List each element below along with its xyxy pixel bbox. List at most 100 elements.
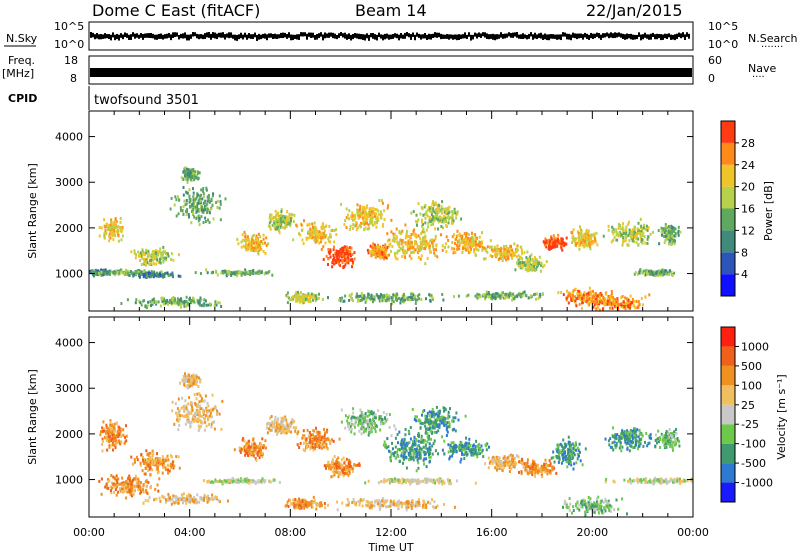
- data-cell: [108, 438, 111, 442]
- data-cell: [595, 307, 598, 311]
- data-cell: [89, 269, 92, 273]
- data-cell: [627, 222, 630, 226]
- data-cell: [249, 271, 252, 275]
- data-cell: [372, 242, 375, 246]
- nsky-sample: [102, 34, 104, 39]
- nsky-sample: [532, 34, 534, 40]
- data-cell: [148, 457, 151, 461]
- data-cell: [134, 460, 136, 464]
- data-cell: [317, 296, 320, 300]
- data-cell: [189, 497, 192, 501]
- data-cell: [636, 227, 639, 231]
- data-cell: [198, 400, 201, 404]
- data-cell: [109, 423, 112, 427]
- data-cell: [427, 206, 430, 210]
- data-cell: [378, 295, 381, 299]
- data-cell: [391, 302, 393, 306]
- nsky-sample: [462, 34, 464, 39]
- data-cell: [322, 245, 325, 249]
- data-cell: [578, 235, 580, 239]
- data-cell: [177, 455, 180, 459]
- data-cell: [587, 298, 590, 301]
- data-cell: [388, 238, 391, 242]
- data-cell: [122, 490, 125, 494]
- data-cell: [158, 496, 161, 500]
- data-cell: [341, 261, 344, 265]
- nsky-sample: [310, 32, 312, 38]
- data-cell: [664, 223, 667, 227]
- data-cell: [148, 262, 151, 266]
- data-cell: [265, 236, 268, 240]
- data-cell: [208, 423, 210, 426]
- data-cell: [619, 232, 622, 236]
- nsky-sample: [430, 34, 432, 40]
- data-cell: [339, 258, 342, 262]
- data-cell: [381, 247, 384, 251]
- data-cell: [645, 228, 648, 231]
- data-cell: [282, 220, 285, 224]
- nsky-sample: [476, 33, 478, 39]
- data-cell: [644, 269, 647, 273]
- data-cell: [593, 234, 596, 238]
- data-cell: [242, 271, 245, 275]
- nsky-sample: [376, 34, 378, 41]
- data-cell: [296, 290, 299, 294]
- colorbar-segment: [721, 274, 735, 296]
- nsky-sample: [528, 33, 530, 39]
- data-cell: [658, 273, 661, 277]
- data-cell: [465, 234, 468, 238]
- data-cell: [111, 230, 114, 234]
- data-cell: [98, 226, 101, 229]
- data-cell: [135, 253, 138, 257]
- data-cell: [159, 462, 162, 466]
- data-cell: [428, 216, 431, 220]
- data-cell: [575, 297, 578, 301]
- data-cell: [417, 202, 420, 206]
- data-cell: [114, 269, 117, 273]
- data-cell: [576, 230, 579, 234]
- data-cell: [468, 241, 471, 245]
- data-cell: [457, 294, 460, 298]
- data-cell: [504, 254, 507, 258]
- data-cell: [206, 210, 209, 214]
- data-cell: [455, 237, 458, 241]
- data-cell: [373, 243, 376, 247]
- data-cell: [554, 241, 557, 245]
- colorbar-tick-label: 12: [741, 224, 755, 237]
- data-cell: [427, 225, 430, 229]
- data-cell: [272, 223, 275, 227]
- data-cell: [486, 245, 489, 249]
- data-cell: [102, 268, 105, 272]
- data-cell: [215, 412, 218, 416]
- data-cell: [511, 251, 514, 255]
- nsky-sample: [396, 33, 398, 39]
- data-cell: [264, 271, 267, 275]
- data-cell: [462, 238, 465, 242]
- data-cell: [301, 238, 304, 242]
- data-cell: [116, 228, 119, 232]
- data-cell: [210, 199, 213, 203]
- data-cell: [402, 249, 405, 253]
- data-cell: [617, 226, 620, 230]
- data-cell: [254, 245, 257, 249]
- data-cell: [454, 241, 456, 245]
- nsky-sample: [214, 32, 216, 39]
- data-cell: [471, 236, 474, 240]
- data-cell: [195, 397, 198, 401]
- data-cell: [352, 218, 354, 222]
- data-cell: [108, 444, 111, 448]
- nsky-sample: [130, 34, 132, 40]
- data-cell: [208, 498, 211, 502]
- data-cell: [116, 271, 119, 275]
- data-cell: [154, 487, 157, 491]
- data-cell: [310, 232, 312, 236]
- data-cell: [113, 426, 116, 430]
- data-cell: [178, 423, 181, 427]
- nsky-sample: [274, 33, 276, 39]
- data-cell: [440, 204, 443, 208]
- data-cell: [184, 422, 187, 426]
- data-cell: [123, 271, 126, 275]
- data-cell: [416, 294, 419, 298]
- nsky-sample: [426, 34, 428, 40]
